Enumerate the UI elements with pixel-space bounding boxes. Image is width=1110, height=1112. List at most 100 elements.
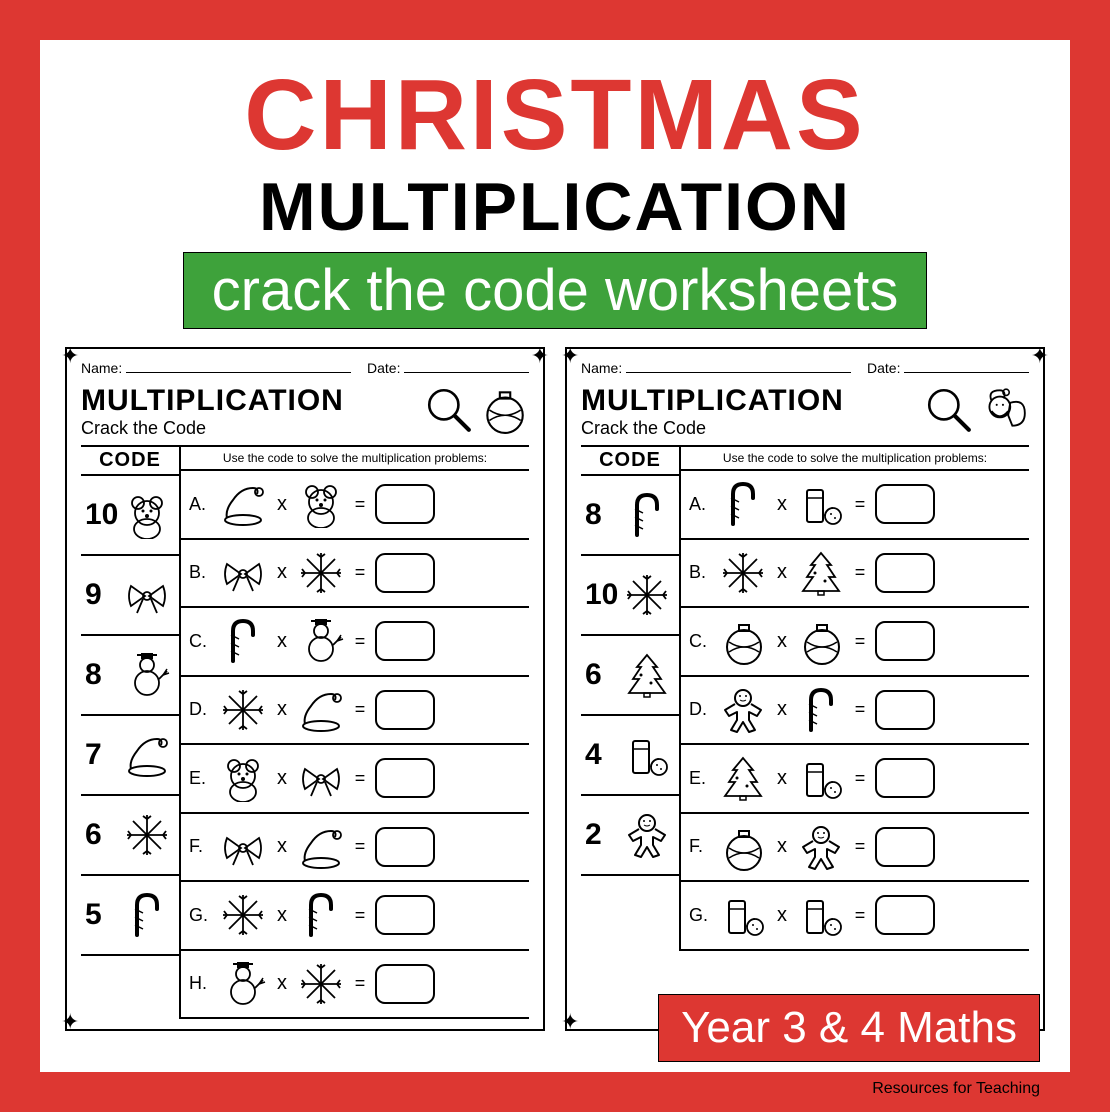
equals-op: = [851, 562, 869, 583]
code-column: CODE 8 10 6 4 2 [581, 447, 681, 951]
code-number: 6 [85, 818, 119, 852]
problem-row: C. x = [181, 608, 529, 677]
milk-icon [797, 891, 845, 939]
multiply-op: x [773, 561, 791, 584]
equals-op: = [851, 905, 869, 926]
answer-box[interactable] [875, 758, 935, 798]
hat-icon [297, 823, 345, 871]
tree-icon [719, 754, 767, 802]
multiply-op: x [273, 698, 291, 721]
main-card: CHRISTMAS MULTIPLICATION crack the code … [40, 40, 1070, 1072]
worksheet-1: ✦ ✦ ✦ Name: Date: MULTIPLICATION Crack t… [65, 347, 545, 1031]
problem-row: D. x = [681, 677, 1029, 746]
name-label: Name: [81, 360, 122, 376]
ornament-icon [797, 617, 845, 665]
answer-box[interactable] [375, 758, 435, 798]
problem-row: C. x = [681, 608, 1029, 677]
answer-box[interactable] [375, 553, 435, 593]
problem-row: H. x = [181, 951, 529, 1020]
instruction: Use the code to solve the multiplication… [681, 447, 1029, 471]
code-cell: 4 [581, 716, 679, 796]
code-header: CODE [81, 447, 179, 476]
milk-icon [797, 754, 845, 802]
snowflake-icon [219, 891, 267, 939]
answer-box[interactable] [375, 690, 435, 730]
problem-row: D. x = [181, 677, 529, 746]
answer-box[interactable] [875, 484, 935, 524]
equals-op: = [351, 631, 369, 652]
equals-op: = [351, 905, 369, 926]
date-label: Date: [367, 360, 400, 376]
code-cell: 8 [81, 636, 179, 716]
code-cell: 2 [581, 796, 679, 876]
magnify-icon [423, 384, 473, 434]
date-input[interactable] [904, 359, 1029, 373]
snowflake-icon [623, 571, 671, 619]
multiply-op: x [273, 904, 291, 927]
candycane-icon [123, 891, 171, 939]
code-number: 2 [585, 818, 619, 852]
problem-label: B. [189, 562, 213, 583]
equals-op: = [351, 494, 369, 515]
date-input[interactable] [404, 359, 529, 373]
equals-op: = [851, 631, 869, 652]
milk-icon [797, 480, 845, 528]
answer-box[interactable] [375, 964, 435, 1004]
problem-label: A. [689, 494, 713, 515]
problem-label: E. [689, 768, 713, 789]
answer-box[interactable] [875, 827, 935, 867]
santa-icon [979, 384, 1029, 434]
sheet-subtitle: Crack the Code [581, 418, 844, 439]
candycane-icon [719, 480, 767, 528]
bow-icon [219, 823, 267, 871]
answer-box[interactable] [375, 621, 435, 661]
multiply-op: x [773, 493, 791, 516]
snowflake-icon [297, 960, 345, 1008]
hat-icon [219, 480, 267, 528]
star-icon: ✦ [561, 343, 579, 369]
banner: crack the code worksheets [183, 252, 928, 329]
problem-label: F. [189, 836, 213, 857]
problem-label: G. [189, 905, 213, 926]
equals-op: = [351, 973, 369, 994]
answer-box[interactable] [375, 484, 435, 524]
multiply-op: x [273, 835, 291, 858]
multiply-op: x [773, 630, 791, 653]
code-number: 9 [85, 578, 119, 612]
multiply-op: x [273, 630, 291, 653]
answer-box[interactable] [875, 895, 935, 935]
code-number: 4 [585, 738, 619, 772]
code-column: CODE 10 9 8 7 6 5 [81, 447, 181, 1019]
multiply-op: x [273, 493, 291, 516]
code-number: 8 [585, 498, 619, 532]
problem-row: E. x = [681, 745, 1029, 814]
ornament-icon [719, 617, 767, 665]
name-input[interactable] [626, 359, 851, 373]
code-cell: 10 [81, 476, 179, 556]
snowflake-icon [219, 686, 267, 734]
code-number: 10 [85, 498, 119, 532]
bear-icon [219, 754, 267, 802]
answer-box[interactable] [875, 621, 935, 661]
candycane-icon [219, 617, 267, 665]
problem-label: C. [689, 631, 713, 652]
candycane-icon [297, 891, 345, 939]
snowman-icon [219, 960, 267, 1008]
problem-row: F. x = [681, 814, 1029, 883]
multiply-op: x [773, 835, 791, 858]
problem-label: G. [689, 905, 713, 926]
milk-icon [623, 731, 671, 779]
star-icon: ✦ [61, 1009, 79, 1035]
answer-box[interactable] [375, 827, 435, 867]
name-input[interactable] [126, 359, 351, 373]
code-cell: 9 [81, 556, 179, 636]
multiply-op: x [773, 767, 791, 790]
answer-box[interactable] [875, 690, 935, 730]
star-icon: ✦ [61, 343, 79, 369]
title-multiplication: MULTIPLICATION [259, 168, 851, 246]
answer-box[interactable] [875, 553, 935, 593]
candycane-icon [797, 686, 845, 734]
gingerbread-icon [623, 811, 671, 859]
answer-box[interactable] [375, 895, 435, 935]
bear-icon [123, 491, 171, 539]
